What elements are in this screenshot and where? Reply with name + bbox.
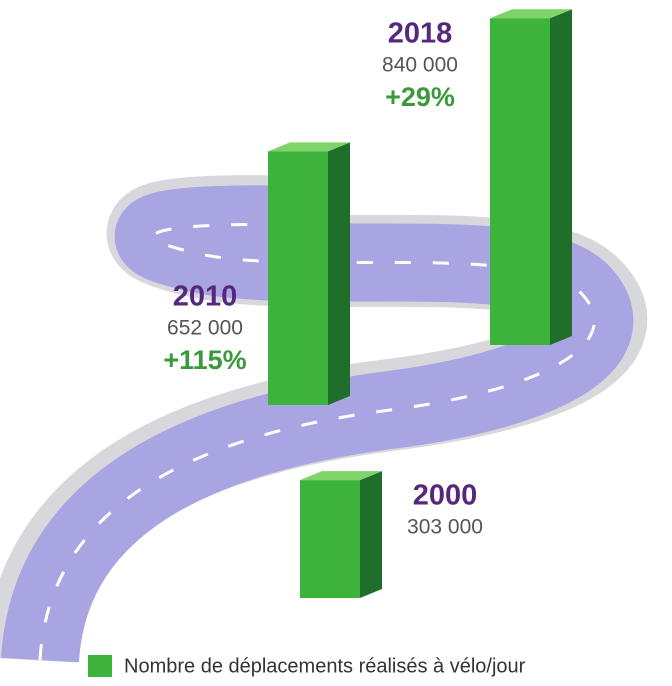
bar-top <box>268 142 350 152</box>
bar <box>490 18 550 346</box>
legend-label: Nombre de déplacements réalisés à vélo/j… <box>124 655 526 677</box>
road <box>0 175 647 665</box>
legend-swatch <box>88 655 112 677</box>
value-label: 652 000 <box>167 317 243 340</box>
bar-side <box>360 471 382 598</box>
bar <box>300 480 360 598</box>
category-label: 2018 <box>388 18 453 50</box>
bar-top <box>300 471 382 481</box>
labels: 2000 303 000 2010 652 000 +115% 2018 840 000 +2… <box>163 18 483 539</box>
road-center-line <box>38 222 596 661</box>
growth-label: +115% <box>163 345 246 375</box>
category-label: 2010 <box>173 281 238 313</box>
value-label: 303 000 <box>407 516 483 539</box>
bars <box>268 9 572 598</box>
category-label: 2000 <box>413 480 478 512</box>
growth-label: +29% <box>385 82 455 112</box>
bar-side <box>550 9 572 346</box>
bar <box>268 151 328 405</box>
value-label: 840 000 <box>382 54 458 77</box>
bar-top <box>490 9 572 19</box>
bar-side <box>328 142 350 405</box>
